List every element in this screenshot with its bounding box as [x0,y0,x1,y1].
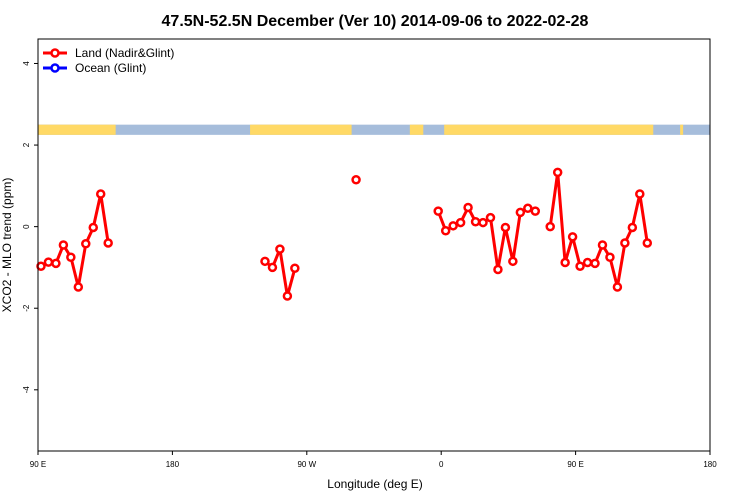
y-tick-label: 4 [22,61,31,66]
x-tick-label: 90 E [567,460,583,469]
series-line [264,247,297,298]
data-point [597,240,608,250]
data-point [470,216,481,227]
data-point [642,238,653,248]
data-point [448,221,458,231]
data-point [515,207,526,218]
data-point [635,189,645,199]
data-point [530,206,541,216]
data-point [58,240,69,250]
data-point [575,261,585,271]
data-point [627,222,638,233]
data-point [455,217,466,228]
data-point [433,206,443,216]
data-point [620,238,630,248]
data-point [275,244,285,254]
data-point [590,258,600,269]
data-point [290,263,300,274]
legend-label: Ocean (Glint) [75,61,146,75]
x-tick-label: 90 W [297,460,316,469]
x-axis-label: Longitude (deg E) [327,477,422,491]
y-tick-label: 0 [22,224,31,229]
data-point [103,238,113,248]
data-point [478,217,488,228]
data-point [485,212,496,223]
legend-marker [50,63,60,73]
data-point [81,239,91,249]
data-point [95,189,106,199]
x-tick-label: 90 E [30,460,46,469]
data-point [43,257,54,267]
y-tick-label: 2 [22,142,31,147]
land-sea-band [38,124,710,135]
x-tick-label: 180 [703,460,717,469]
data-point [51,258,61,269]
land-strip [409,124,424,135]
data-point [523,203,533,214]
land-strip [250,124,352,135]
data-point [351,174,361,185]
data-point [282,291,293,301]
data-point [260,256,270,267]
data-point [66,252,76,262]
data-point [605,252,615,262]
data-point [582,257,593,268]
land-strip [38,124,116,135]
data-point [267,262,278,273]
data-point [508,256,518,267]
land-strip [444,124,654,135]
data-point [567,232,578,242]
data-point [88,222,99,233]
data-point [612,282,623,292]
data-point [560,257,570,268]
data-point [463,202,473,213]
y-tick-label: -2 [22,304,31,312]
chart-title: 47.5N-52.5N December (Ver 10) 2014-09-06… [162,13,589,30]
data-point [545,221,555,232]
legend-marker [50,48,60,58]
data-point [73,282,84,292]
y-tick-label: -4 [22,386,31,394]
ocean-strip [38,124,710,135]
x-tick-label: 180 [166,460,180,469]
data-point [552,167,563,178]
land-strip [680,124,684,135]
x-tick-label: 0 [439,460,444,469]
legend-label: Land (Nadir&Glint) [75,46,174,60]
data-series [36,167,653,301]
plot-frame [37,38,711,452]
data-point [36,261,46,271]
legend: Land (Nadir&Glint)Ocean (Glint) [43,46,174,75]
data-point [493,264,503,275]
data-point [440,225,451,236]
y-axis-label: XCO2 - MLO trend (ppm) [0,178,14,313]
series-line [40,192,110,289]
axes: 90 E 180 90 W 0 90 E 180 -4 -2 0 2 4 [22,38,717,469]
data-point [500,222,511,233]
